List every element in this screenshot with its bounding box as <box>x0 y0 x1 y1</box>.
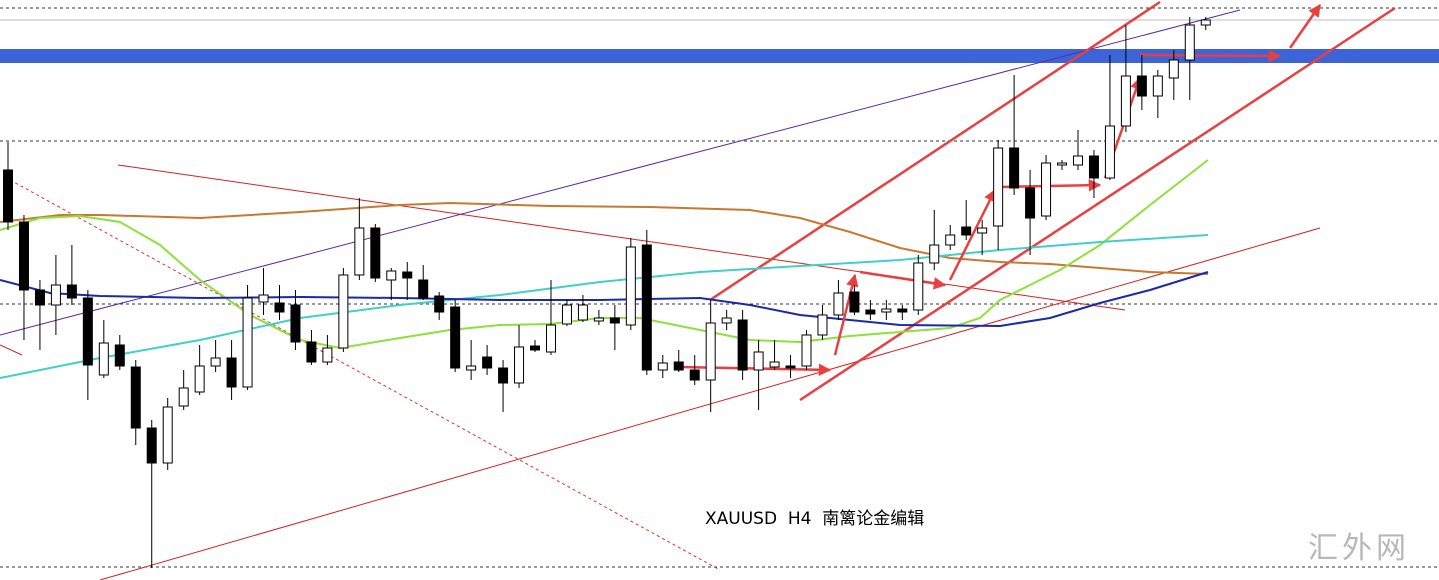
candle-body <box>498 367 509 384</box>
candle-body <box>929 244 940 264</box>
candle-body <box>178 387 189 407</box>
candle-body <box>18 221 29 291</box>
candle-body <box>482 356 493 369</box>
candle-body <box>833 292 844 316</box>
candle-body <box>673 361 684 371</box>
candle-body <box>114 344 125 367</box>
candle-body <box>657 362 668 371</box>
candle-body <box>1041 162 1052 217</box>
candle-body <box>146 427 157 464</box>
candle-body <box>274 302 285 313</box>
candle-body <box>545 324 556 353</box>
candle-body <box>130 366 141 429</box>
candle-body <box>434 295 445 313</box>
candle-body <box>242 297 253 388</box>
candle-body <box>162 406 173 464</box>
candle-body <box>961 226 972 236</box>
candle-body <box>466 365 477 371</box>
candle-body <box>386 270 397 281</box>
trend-line <box>0 9 1241 336</box>
candles <box>3 17 1211 568</box>
candle-body <box>881 308 892 313</box>
candle-body <box>306 341 317 363</box>
candle-body <box>817 314 828 336</box>
candle-body <box>210 357 221 367</box>
candle-body <box>450 306 461 369</box>
candle-body <box>689 369 700 381</box>
candle-body <box>322 347 333 363</box>
candle-body <box>258 294 269 303</box>
candle-body <box>1168 59 1179 79</box>
candle-body <box>1057 162 1068 166</box>
candle-body <box>290 304 301 343</box>
candle-body <box>577 304 588 321</box>
candle-body <box>993 147 1004 227</box>
candle-body <box>769 361 780 368</box>
candle-body <box>98 342 109 376</box>
candle-body <box>34 289 45 306</box>
candle-body <box>226 357 237 388</box>
candle-body <box>3 169 13 223</box>
candle-body <box>1200 19 1211 26</box>
candle-body <box>737 319 748 371</box>
trend-line <box>9 179 721 571</box>
candle-body <box>82 297 93 366</box>
candle-body <box>1009 147 1020 189</box>
candle-body <box>370 227 381 279</box>
candle-body <box>402 271 413 279</box>
channel-line <box>709 0 1161 302</box>
candle-body <box>593 317 604 322</box>
moving-average <box>0 271 1209 328</box>
arrow <box>1139 49 1282 63</box>
candle-body <box>913 262 924 311</box>
moving-average <box>0 159 1209 350</box>
arrow <box>948 188 997 281</box>
candle-body <box>561 304 572 325</box>
arrow <box>1288 3 1322 49</box>
candle-body <box>801 334 812 367</box>
candle-body <box>1120 75 1131 127</box>
candle-body <box>865 309 876 315</box>
candle-body <box>418 279 429 299</box>
arrow <box>859 270 947 290</box>
candle-body <box>897 308 908 313</box>
candle-body <box>194 365 205 393</box>
moving-average <box>0 234 1209 379</box>
candle-body <box>1088 155 1099 179</box>
candle-body <box>1136 75 1147 97</box>
candle-body <box>609 317 620 324</box>
trend-line <box>0 344 23 356</box>
chart-title: XAUUSD H4 南篱论金编辑 <box>705 509 924 529</box>
candle-body <box>641 244 652 371</box>
candle-body <box>753 351 764 371</box>
candle-body <box>705 322 716 381</box>
candle-body <box>785 365 796 369</box>
candle-body <box>849 291 860 313</box>
watermark: 汇外网 <box>1308 531 1410 566</box>
arrow <box>833 273 859 356</box>
candle-body <box>354 227 365 276</box>
trend-line <box>117 164 1126 311</box>
candle-body <box>1072 155 1083 166</box>
channel-line <box>799 6 1396 402</box>
candle-body <box>977 227 988 234</box>
candle-body <box>625 246 636 326</box>
candle-body <box>1184 24 1195 61</box>
candle-body <box>721 317 732 324</box>
candle-body <box>50 284 61 306</box>
candle-body <box>1152 75 1163 97</box>
candle-body <box>1025 187 1036 219</box>
candle-body <box>66 284 77 299</box>
candle-body <box>1104 125 1115 179</box>
trend-line <box>99 227 1321 580</box>
candle-body <box>945 234 956 246</box>
candle-body <box>530 345 541 351</box>
candle-body <box>514 346 525 384</box>
moving-average <box>0 201 1209 275</box>
candle-body <box>338 274 349 349</box>
